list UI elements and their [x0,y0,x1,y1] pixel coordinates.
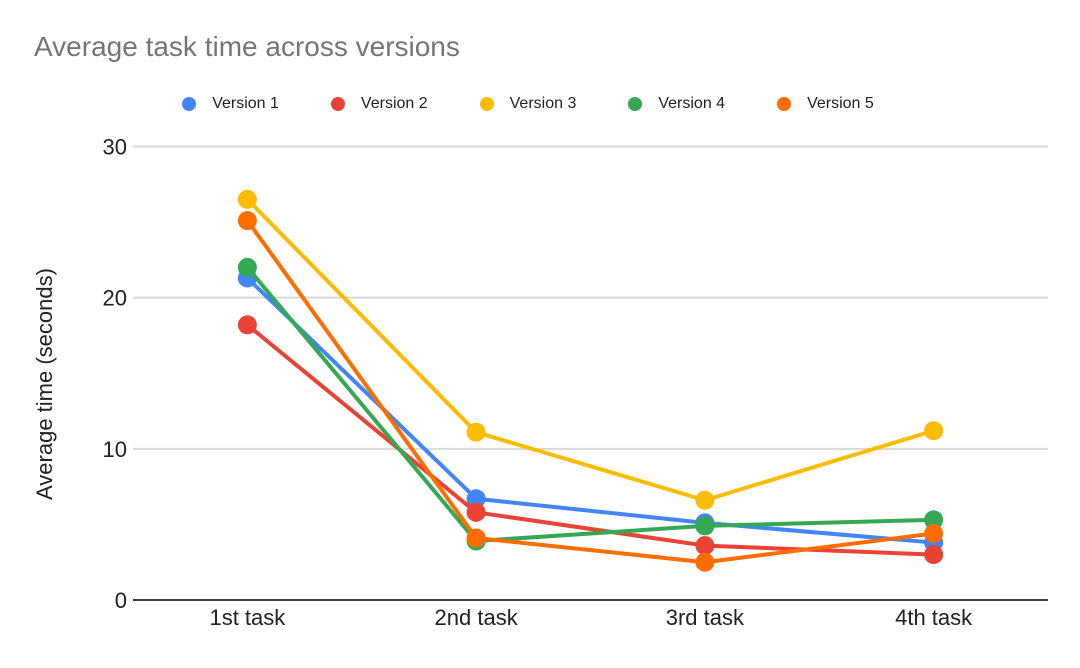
x-tick-label-4th-task: 4th task [895,605,973,630]
y-tick-label-20: 20 [103,286,127,311]
legend-item-version-2: Version 2 [330,94,428,114]
legend-item-version-5: Version 5 [777,94,874,114]
data-point-version-4-3rd-task[interactable] [695,516,715,536]
y-tick-label-0: 0 [115,588,127,613]
legend: Version 1 Version 2 Version 3 Version 4 … [0,94,1080,114]
data-point-version-2-1st-task[interactable] [237,315,257,335]
data-point-version-4-1st-task[interactable] [237,257,257,277]
legend-item-version-3: Version 3 [479,94,577,114]
data-point-version-3-3rd-task[interactable] [695,490,715,510]
legend-swatch-icon [479,97,494,111]
legend-swatch-icon [628,97,643,111]
series-line-version-3 [245,197,936,503]
data-point-version-2-2nd-task[interactable] [466,502,486,522]
series-line-version-1 [245,276,936,545]
data-point-version-3-1st-task[interactable] [237,189,257,209]
x-tick-label-1st-task: 1st task [209,605,286,630]
legend-swatch-icon [330,97,345,111]
data-point-version-5-1st-task[interactable] [237,211,257,231]
x-tick-label-3rd-task: 3rd task [666,605,745,630]
series-line-version-2 [245,322,936,557]
legend-label: Version 5 [807,95,874,112]
data-point-version-3-2nd-task[interactable] [466,422,486,442]
legend-label: Version 1 [212,95,279,112]
data-point-version-2-3rd-task[interactable] [695,536,715,556]
x-tick-label-2nd-task: 2nd task [435,605,519,630]
data-point-version-1-2nd-task[interactable] [466,489,486,509]
legend-swatch-icon [182,97,197,111]
data-point-version-5-2nd-task[interactable] [466,528,486,548]
legend-item-version-4: Version 4 [628,94,725,114]
legend-item-version-1: Version 1 [182,94,279,114]
legend-swatch-icon [777,97,792,111]
data-point-version-3-4th-task[interactable] [924,421,944,441]
data-point-version-5-4th-task[interactable] [924,523,944,543]
series-line-version-5 [245,218,936,565]
legend-label: Version 2 [360,95,428,112]
chart-title: Average task time across versions [34,31,460,62]
legend-label: Version 4 [658,95,726,112]
y-tick-label-30: 30 [103,135,127,160]
data-point-version-2-4th-task[interactable] [924,545,944,565]
data-point-version-5-3rd-task[interactable] [695,552,715,572]
legend-label: Version 3 [509,95,577,112]
data-point-version-4-4th-task[interactable] [924,510,944,530]
y-tick-label-10: 10 [103,437,127,462]
series-line-version-4 [245,265,936,544]
